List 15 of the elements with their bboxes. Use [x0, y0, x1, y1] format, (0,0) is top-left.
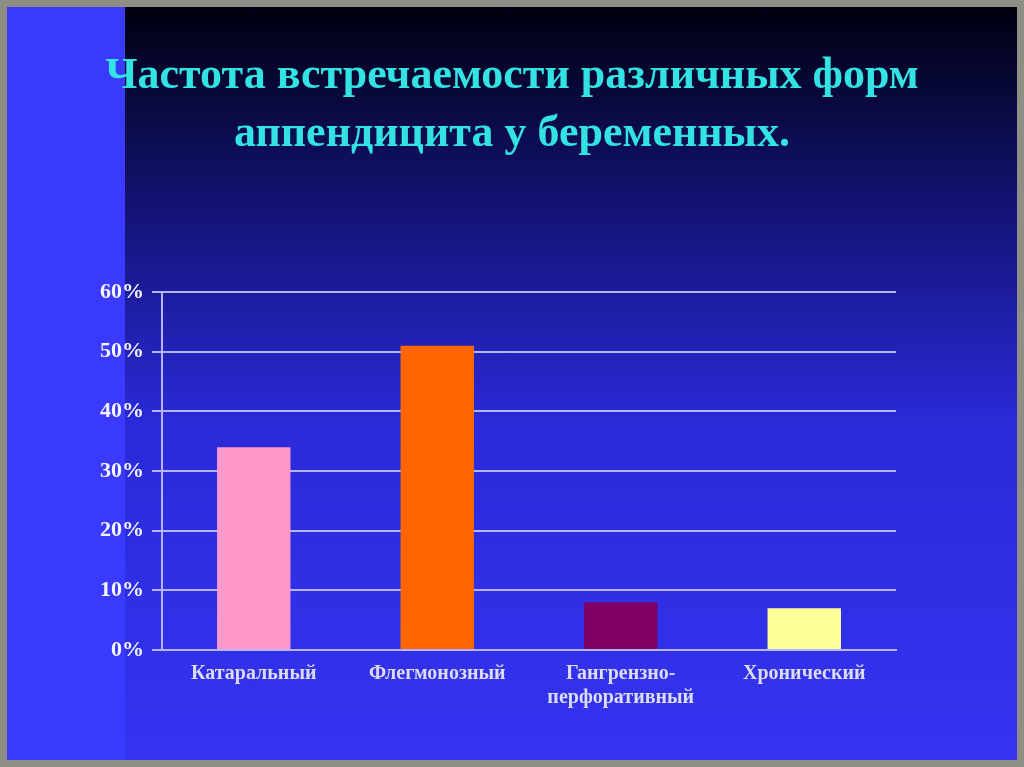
bar: [400, 345, 474, 649]
y-tick-label: 50%: [100, 337, 144, 363]
x-tick-label: Катаральный: [190, 661, 317, 685]
y-tick-label: 20%: [100, 516, 144, 542]
y-tick-label: 0%: [111, 635, 144, 661]
bar: [217, 447, 291, 649]
y-tick-label: 10%: [100, 576, 144, 602]
y-tick-label: 40%: [100, 397, 144, 423]
bar: [767, 608, 841, 649]
y-tick-label: 30%: [100, 456, 144, 482]
x-tick-label: Гангрензно-перфоративный: [547, 661, 695, 709]
bar: [584, 602, 658, 649]
x-tick-label: Флегмонозный: [368, 661, 506, 684]
y-tick-label: 60%: [100, 277, 144, 303]
x-tick-label: Хронический: [743, 661, 866, 685]
